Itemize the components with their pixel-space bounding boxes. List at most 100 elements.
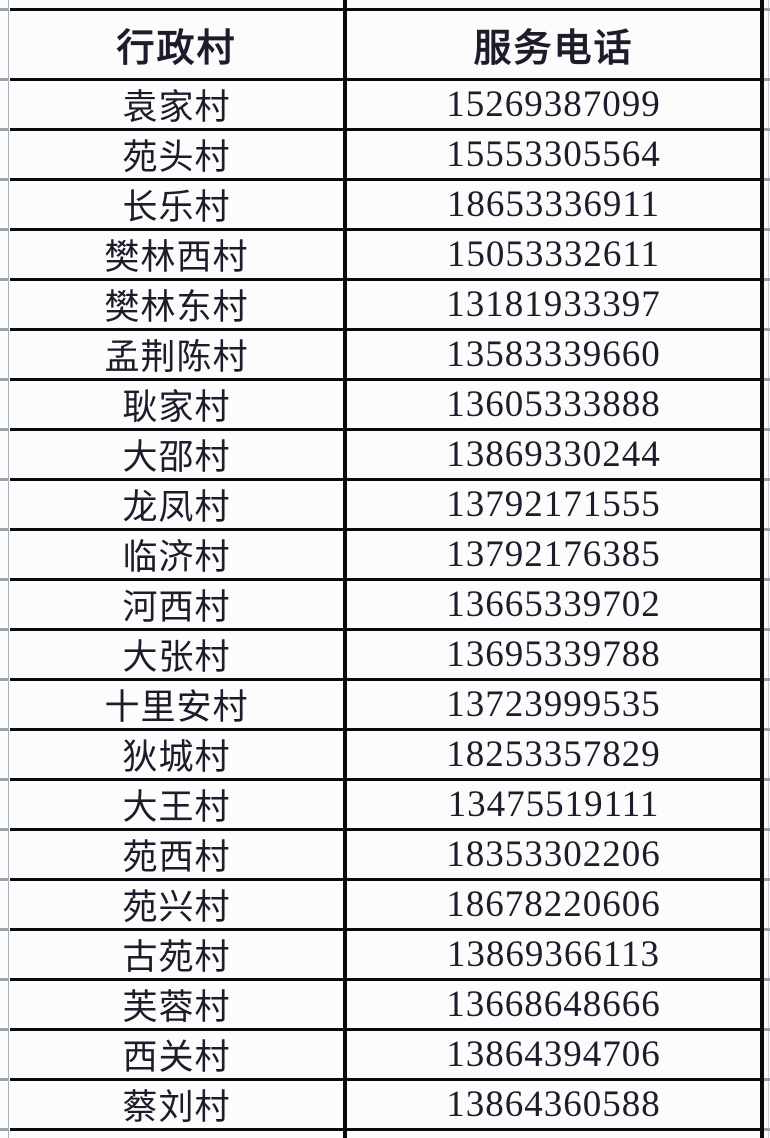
- gridline-tick: [764, 778, 770, 781]
- gridline-tick: [764, 528, 770, 531]
- village-name-cell: 西关村: [10, 1031, 347, 1078]
- gridline-tick: [764, 178, 770, 181]
- table-row: 古苑村 13869366113: [10, 928, 760, 978]
- gridline-tick: [764, 478, 770, 481]
- village-name-cell: 古苑村: [10, 931, 347, 978]
- gridline-tick: [764, 678, 770, 681]
- gridline-tick: [764, 8, 770, 11]
- gridline-tick: [0, 228, 8, 231]
- phone-number-cell: 18253357829: [446, 734, 661, 775]
- village-name-cell: 苑兴村: [10, 881, 347, 928]
- table-row: 大王村 13475519111: [10, 778, 760, 828]
- gridline-tick: [0, 278, 8, 281]
- phone-number-cell: 18678220606: [446, 884, 661, 925]
- gridline-tick: [0, 778, 8, 781]
- right-gridline: [768, 0, 769, 1138]
- gridline-tick: [0, 1128, 8, 1131]
- village-name-cell: 十里安村: [10, 681, 347, 728]
- gridline-tick: [764, 228, 770, 231]
- village-name-cell: 苑西村: [10, 831, 347, 878]
- phone-number-cell: 13864394706: [446, 1034, 661, 1075]
- gridline-tick: [0, 728, 8, 731]
- phone-number-cell: 13792171555: [446, 484, 661, 525]
- table-row: 长乐村 18653336911: [10, 178, 760, 228]
- phone-number-cell: 13869330244: [446, 434, 661, 475]
- phone-number-cell: 18653336911: [446, 184, 661, 225]
- table-row: 苑头村 15553305564: [10, 128, 760, 178]
- table-row: 苑西村 18353302206: [10, 828, 760, 878]
- village-name-cell: 蔡刘村: [10, 1081, 347, 1128]
- column-header-phone: 服务电话: [473, 28, 634, 70]
- table-row: 临济村 13792176385: [10, 528, 760, 578]
- gridline-tick: [764, 428, 770, 431]
- village-name-cell: 耿家村: [10, 381, 347, 428]
- table-row: 樊林西村 15053332611: [10, 228, 760, 278]
- gridline-tick: [0, 1028, 8, 1031]
- phone-number-cell: 15269387099: [446, 84, 661, 125]
- left-gridline: [8, 0, 9, 1138]
- table-row: 西关村 13864394706: [10, 1028, 760, 1078]
- table-row: 耿家村 13605333888: [10, 378, 760, 428]
- village-name-cell: 苑头村: [10, 131, 347, 178]
- village-name-cell: 龙凤村: [10, 481, 347, 528]
- gridline-tick: [764, 828, 770, 831]
- gridline-tick: [0, 1078, 8, 1081]
- gridline-tick: [0, 628, 8, 631]
- phone-number-cell: 13695339788: [446, 634, 661, 675]
- gridline-tick: [764, 1078, 770, 1081]
- phone-number-cell: 13475519111: [447, 784, 660, 825]
- table-row: 袁家村 15269387099: [10, 78, 760, 128]
- gridline-tick: [0, 78, 8, 81]
- phone-number-cell: 13723999535: [446, 684, 661, 725]
- gridline-tick: [0, 878, 8, 881]
- partial-cell: [10, 0, 347, 8]
- gridline-tick: [0, 128, 8, 131]
- table-row: 河西村 13665339702: [10, 578, 760, 628]
- partial-cell: [10, 1131, 347, 1138]
- table-row: 樊林东村 13181933397: [10, 278, 760, 328]
- partial-row-top: [10, 0, 760, 8]
- gridline-tick: [764, 78, 770, 81]
- phone-number-cell: 18353302206: [446, 834, 661, 875]
- gridline-tick: [0, 528, 8, 531]
- gridline-tick: [0, 578, 8, 581]
- gridline-tick: [0, 328, 8, 331]
- table-header-row: 行政村 服务电话: [10, 8, 760, 78]
- phone-number-cell: 13665339702: [446, 584, 661, 625]
- table-row: 狄城村 18253357829: [10, 728, 760, 778]
- village-name-cell: 临济村: [10, 531, 347, 578]
- phone-number-cell: 13668648666: [446, 984, 661, 1025]
- table-row: 龙凤村 13792171555: [10, 478, 760, 528]
- village-name-cell: 樊林东村: [10, 281, 347, 328]
- phone-number-cell: 13792176385: [446, 534, 661, 575]
- gridline-tick: [0, 428, 8, 431]
- gridline-tick: [764, 278, 770, 281]
- gridline-tick: [764, 978, 770, 981]
- village-name-cell: 大王村: [10, 781, 347, 828]
- village-name-cell: 樊林西村: [10, 231, 347, 278]
- village-phone-table: 行政村 服务电话 袁家村 15269387099 苑头村 15553305564 长乐村…: [10, 0, 764, 1138]
- gridline-tick: [764, 378, 770, 381]
- phone-number-cell: 15553305564: [446, 134, 661, 175]
- partial-cell: [347, 1131, 760, 1138]
- village-name-cell: 孟荆陈村: [10, 331, 347, 378]
- gridline-tick: [0, 8, 8, 11]
- gridline-tick: [0, 828, 8, 831]
- village-name-cell: 狄城村: [10, 731, 347, 778]
- village-name-cell: 大张村: [10, 631, 347, 678]
- phone-number-cell: 13869366113: [446, 934, 661, 975]
- table-row: 芙蓉村 13668648666: [10, 978, 760, 1028]
- phone-number-cell: 15053332611: [446, 234, 661, 275]
- phone-number-cell: 13864360588: [446, 1084, 661, 1125]
- village-name-cell: 芙蓉村: [10, 981, 347, 1028]
- gridline-tick: [0, 928, 8, 931]
- table-row: 大邵村 13869330244: [10, 428, 760, 478]
- gridline-tick: [764, 1128, 770, 1131]
- gridline-tick: [0, 178, 8, 181]
- table-body: 袁家村 15269387099 苑头村 15553305564 长乐村 186533369…: [10, 78, 760, 1128]
- gridline-tick: [764, 878, 770, 881]
- partial-cell: [347, 0, 760, 8]
- table-row: 大张村 13695339788: [10, 628, 760, 678]
- village-name-cell: 袁家村: [10, 81, 347, 128]
